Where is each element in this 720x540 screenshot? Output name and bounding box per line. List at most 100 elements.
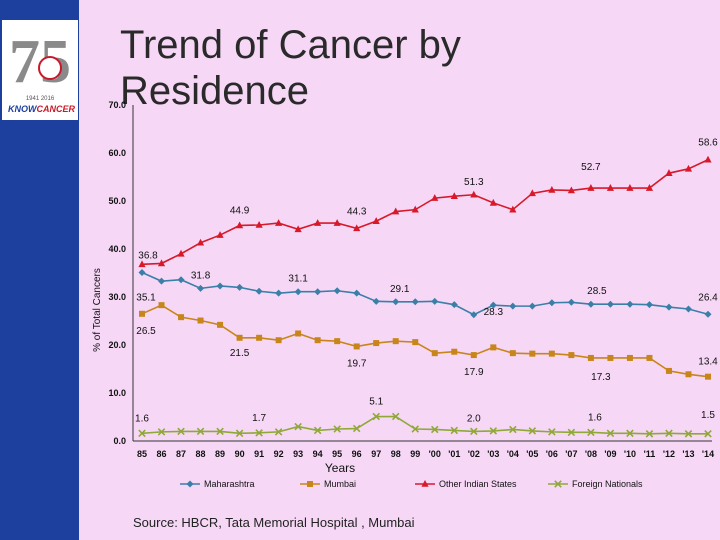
x-tick-label: '00: [429, 449, 441, 459]
x-tick-label: '03: [487, 449, 499, 459]
data-point: [606, 184, 615, 191]
data-point: [489, 198, 497, 206]
data-point: [705, 373, 711, 380]
data-point: [236, 334, 243, 341]
y-tick-label: 30.0: [108, 292, 126, 302]
data-label: 13.4: [698, 357, 718, 368]
data-point: [587, 300, 595, 308]
x-tick-label: '01: [448, 449, 460, 459]
data-point: [665, 429, 673, 438]
data-label: 5.1: [369, 397, 383, 408]
data-point: [626, 429, 634, 438]
data-point: [470, 190, 478, 198]
data-point: [704, 155, 712, 163]
data-point: [334, 338, 341, 345]
data-label: 17.3: [591, 372, 611, 383]
data-label: 26.5: [136, 326, 156, 337]
data-point: [294, 422, 302, 431]
data-point: [431, 297, 439, 305]
legend-label: Foreign Nationals: [572, 479, 643, 489]
data-label: 31.1: [288, 274, 308, 285]
x-tick-label: 88: [196, 449, 206, 459]
data-point: [626, 184, 634, 191]
data-point: [138, 260, 146, 268]
logo-brand-cancer: CANCER: [37, 104, 76, 114]
data-label: 1.6: [135, 413, 149, 424]
data-point: [236, 283, 244, 291]
x-tick-label: '08: [585, 449, 597, 459]
data-point: [177, 276, 185, 284]
data-label: 44.9: [230, 205, 250, 216]
data-point: [196, 427, 205, 436]
y-tick-label: 70.0: [108, 100, 126, 110]
legend-item: Other Indian States: [415, 479, 517, 489]
x-tick-label: '05: [526, 449, 538, 459]
legend-label: Mumbai: [324, 479, 356, 489]
data-point: [275, 289, 283, 297]
data-point: [275, 337, 282, 344]
data-label: 36.8: [138, 250, 158, 261]
data-point: [607, 354, 614, 361]
data-point: [431, 350, 438, 357]
data-label: 52.7: [581, 162, 601, 173]
data-label: 17.9: [464, 367, 484, 378]
data-point: [450, 301, 458, 309]
y-tick-label: 40.0: [108, 244, 126, 254]
data-point: [353, 343, 360, 350]
data-point: [392, 338, 399, 345]
data-point: [139, 310, 145, 317]
data-point: [196, 238, 205, 246]
legend-label: Maharashtra: [204, 479, 255, 489]
x-tick-label: 94: [313, 449, 323, 459]
page-title: Trend of Cancer by Residence: [120, 23, 461, 113]
data-point: [352, 424, 361, 433]
x-tick-label: 93: [293, 449, 303, 459]
data-point: [333, 287, 341, 295]
data-point: [430, 425, 439, 434]
series-line: [141, 271, 709, 316]
data-point: [274, 428, 283, 436]
data-point: [529, 350, 536, 357]
data-label: 21.5: [230, 348, 250, 359]
series-foreign-nationals: [138, 412, 712, 438]
data-point: [373, 340, 380, 347]
series-maharashtra: [138, 269, 712, 319]
svg-text:KNOWCANCER: KNOWCANCER: [8, 104, 76, 114]
data-point: [509, 205, 517, 213]
data-point: [509, 350, 516, 357]
data-point: [177, 427, 185, 436]
x-tick-label: 96: [352, 449, 362, 459]
data-point: [665, 169, 673, 176]
x-tick-label: '04: [507, 449, 519, 459]
data-point: [626, 300, 634, 308]
data-point: [392, 298, 400, 306]
data-point: [157, 428, 166, 436]
data-point: [411, 298, 419, 306]
data-point: [217, 321, 224, 328]
series-line: [141, 304, 709, 378]
data-point: [548, 350, 555, 357]
data-label: 26.4: [698, 292, 718, 303]
legend-label: Other Indian States: [439, 479, 517, 489]
data-point: [314, 288, 322, 296]
data-point: [509, 302, 517, 310]
data-point: [333, 425, 341, 433]
data-point: [606, 300, 614, 308]
data-point: [665, 303, 673, 311]
data-point: [587, 354, 594, 361]
data-point: [470, 311, 478, 319]
x-tick-label: 91: [254, 449, 264, 459]
x-tick-label: 95: [332, 449, 342, 459]
x-tick-label: 92: [274, 449, 284, 459]
data-point: [567, 186, 575, 194]
data-point: [646, 354, 653, 361]
x-tick-label: 98: [391, 449, 401, 459]
data-point: [235, 221, 244, 229]
data-point: [333, 219, 341, 226]
logo-years: 1941 2016: [26, 96, 55, 102]
data-point: [197, 317, 204, 324]
data-point: [704, 310, 712, 318]
data-point: [548, 299, 556, 307]
data-point: [372, 217, 380, 224]
y-axis-title: % of Total Cancers: [92, 268, 103, 352]
